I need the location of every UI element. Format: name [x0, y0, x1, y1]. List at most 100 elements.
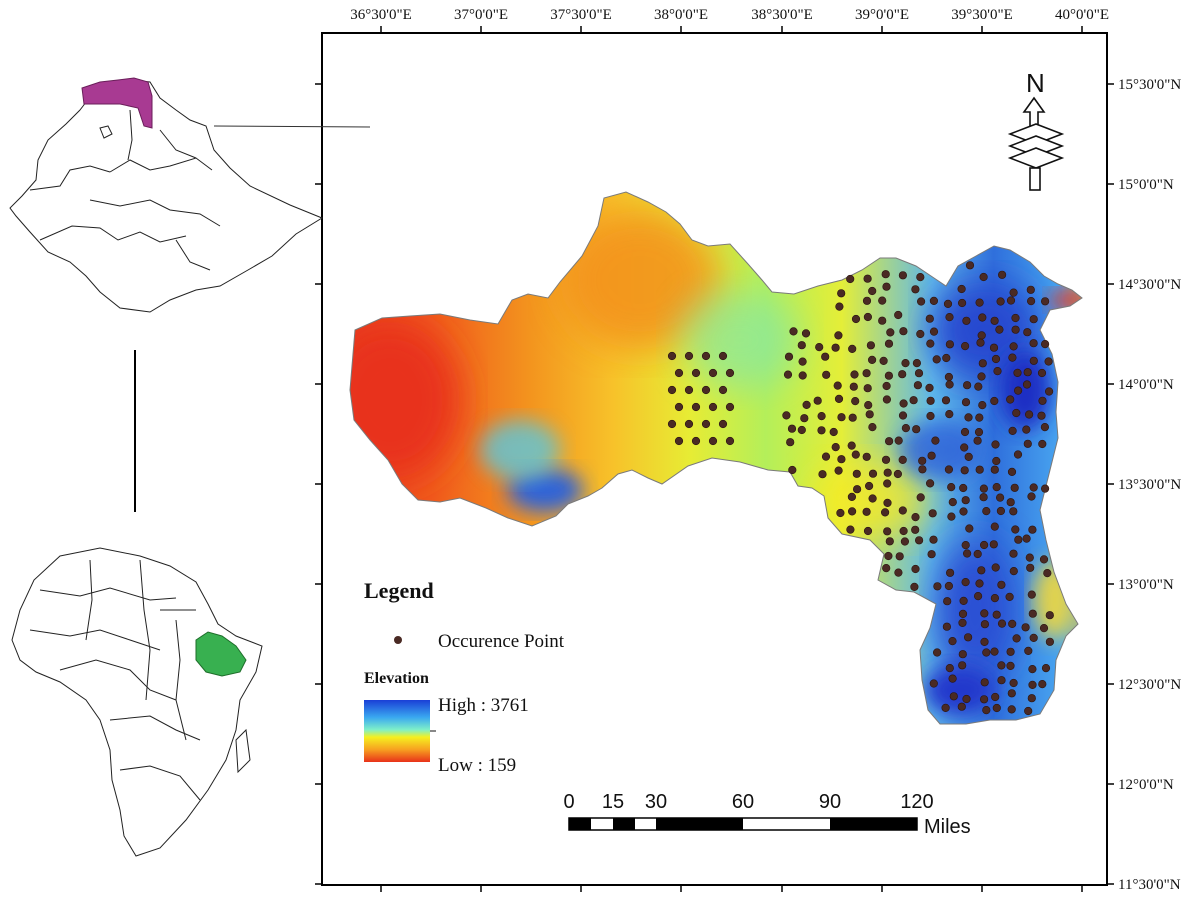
occurrence-point: [894, 310, 903, 320]
occurrence-point: [1027, 492, 1036, 501]
occurrence-point: [977, 331, 986, 340]
occurrence-point: [945, 313, 954, 322]
occurrence-point: [846, 525, 855, 534]
occurrence-point: [941, 396, 951, 405]
occurrence-point: [980, 609, 989, 618]
occurrence-point: [996, 297, 1005, 306]
occurrence-point: [900, 537, 910, 546]
occurrence-point: [1024, 410, 1034, 419]
occurrence-point: [992, 483, 1001, 492]
occurrence-point: [798, 371, 807, 380]
occurrence-point: [1029, 483, 1038, 492]
occurrence-point: [949, 692, 958, 701]
occurrence-point: [991, 354, 1001, 364]
occurrence-point: [1022, 380, 1032, 389]
occurrence-point: [801, 329, 811, 338]
occurrence-point: [991, 563, 1000, 572]
occurrence-point: [948, 498, 957, 507]
occurrence-point: [990, 316, 999, 325]
occurrence-point: [835, 302, 844, 311]
occurrence-point: [899, 526, 908, 536]
occurrence-point: [916, 273, 925, 282]
occurrence-point: [901, 359, 910, 368]
occurrence-point: [990, 593, 1000, 603]
occurrence-point: [1024, 706, 1033, 716]
occurrence-point: [964, 413, 973, 422]
occurrence-point: [1014, 535, 1023, 544]
occurrence-point: [962, 316, 971, 325]
lon-tick-label: 39°30'0"E: [951, 7, 1013, 23]
occurrence-point: [926, 411, 935, 421]
occurrence-point: [882, 395, 892, 404]
occurrence-point: [1023, 439, 1032, 448]
occurrence-point: [1038, 396, 1047, 405]
occurrence-point: [1006, 661, 1015, 671]
scale-label: 120: [900, 791, 933, 813]
occurrence-point: [977, 566, 986, 575]
lat-tick-label: 13°30'0"N: [1118, 477, 1181, 493]
occurrence-point: [1009, 342, 1018, 351]
occurrence-point: [958, 618, 967, 628]
occurrence-point: [931, 436, 940, 445]
occurrence-point: [883, 527, 892, 536]
occurrence-point: [964, 452, 973, 462]
occurrence-point: [941, 703, 950, 713]
occurrence-point: [993, 367, 1002, 376]
occurrence-point: [851, 314, 861, 324]
legend-elevation-title: Elevation: [364, 670, 429, 687]
occurrence-point: [1009, 549, 1018, 558]
occurrence-point: [911, 564, 920, 574]
occurrence-point: [959, 507, 968, 516]
occurrence-point: [1021, 623, 1030, 632]
occurrence-point: [995, 325, 1004, 334]
lon-tick-label: 36°30'0"E: [350, 7, 412, 23]
occurrence-point: [674, 368, 684, 378]
occurrence-point: [1026, 285, 1035, 294]
occurrence-point: [718, 351, 728, 361]
occurrence-point: [909, 396, 918, 405]
inset-africa: [11, 547, 263, 857]
occurrence-point: [798, 357, 807, 366]
occurrence-point: [815, 343, 824, 352]
occurrence-point: [883, 468, 892, 477]
occurrence-point: [914, 369, 924, 378]
occurrence-point: [992, 610, 1001, 619]
occurrence-point: [989, 540, 998, 549]
lat-tick-label: 15°30'0"N: [1118, 77, 1181, 93]
occurrence-point: [929, 679, 938, 688]
occurrence-point: [684, 419, 694, 429]
occurrence-point: [1028, 609, 1037, 618]
occurrence-point: [847, 441, 856, 450]
occurrence-point: [979, 493, 988, 502]
occurrence-point: [1040, 297, 1050, 306]
occurrence-point: [978, 313, 987, 322]
occurrence-point: [846, 274, 855, 284]
occurrence-point: [884, 339, 894, 348]
occurrence-point: [1012, 634, 1021, 643]
occurrence-point: [977, 372, 986, 381]
occurrence-point: [958, 661, 967, 670]
occurrence-point: [1039, 623, 1049, 633]
occurrence-point: [945, 568, 955, 577]
occurrence-point: [884, 371, 894, 380]
occurrence-point: [882, 381, 891, 391]
scale-label: 60: [732, 791, 754, 813]
occurrence-point: [944, 372, 954, 382]
scale-label: 0: [563, 791, 574, 813]
occurrence-point: [963, 633, 973, 642]
occurrence-point: [901, 424, 911, 433]
occurrence-point: [961, 577, 970, 587]
occurrence-point: [911, 512, 920, 522]
occurrence-point: [884, 437, 894, 446]
occurrence-point: [847, 492, 857, 502]
occurrence-point: [1045, 611, 1054, 620]
occurrence-point: [948, 674, 957, 683]
occurrence-point: [863, 312, 873, 322]
occurrence-point: [800, 414, 809, 423]
map-frame: [321, 32, 1108, 886]
occurrence-point: [975, 579, 984, 588]
occurrence-point: [975, 413, 984, 422]
occurrence-point: [1027, 590, 1036, 599]
scale-unit: Miles: [924, 816, 971, 838]
